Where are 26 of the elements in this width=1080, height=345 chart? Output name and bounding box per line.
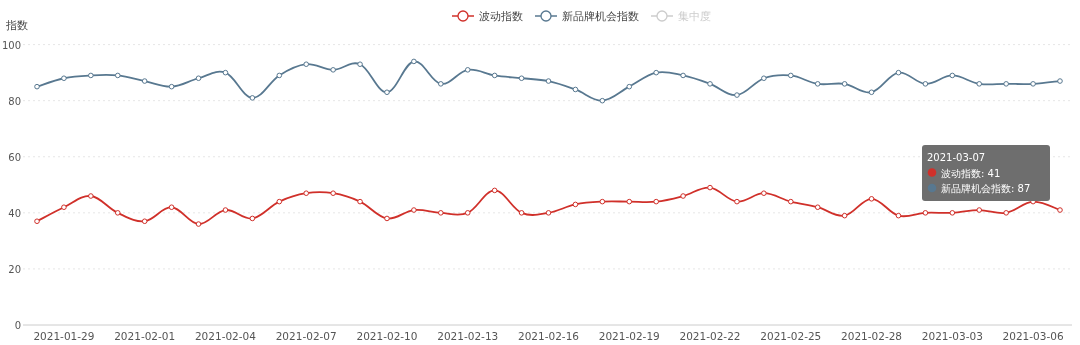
annotation: 新品牌机会指数: 87 <box>941 183 1031 194</box>
x-tick-label: 2021-02-07 <box>275 330 337 342</box>
y-tick-label: 20 <box>8 263 21 275</box>
x-tick-label: 2021-02-10 <box>356 330 418 342</box>
x-tick-label: 2021-02-25 <box>760 330 822 342</box>
annotation: 2021-03-07 <box>927 152 986 163</box>
x-tick-label: 2021-02-01 <box>114 330 176 342</box>
tooltip: 2021-03-07 波动指数: 41 新品牌机会指数: 87 <box>922 145 1050 201</box>
x-tick-label: 2021-02-16 <box>517 330 580 342</box>
annotation: 波动指数: 41 <box>941 167 1001 179</box>
x-tick-label: 2021-02-28 <box>841 330 903 342</box>
x-tick-label: 2021-02-22 <box>679 330 741 342</box>
x-tick-label: 2021-03-06 <box>1002 330 1064 342</box>
y-tick-label: 100 <box>1 39 21 51</box>
ylabel: 指数 <box>6 19 28 32</box>
x-tick-label: 2021-01-29 <box>33 330 95 342</box>
legend-label: 波动指数 <box>479 10 523 22</box>
y-tick-label: 60 <box>8 151 21 163</box>
y-tick-label: 0 <box>14 320 21 331</box>
x-tick-label: 2021-02-13 <box>437 330 499 342</box>
y-tick-label: 80 <box>8 95 21 107</box>
x-tick-label: 2021-02-19 <box>598 330 660 342</box>
y-tick-label: 40 <box>8 207 21 219</box>
x-tick-label: 2021-03-03 <box>921 330 983 342</box>
legend-label: 新品牌机会指数 <box>562 10 639 22</box>
x-tick-label: 2021-02-04 <box>194 330 257 342</box>
